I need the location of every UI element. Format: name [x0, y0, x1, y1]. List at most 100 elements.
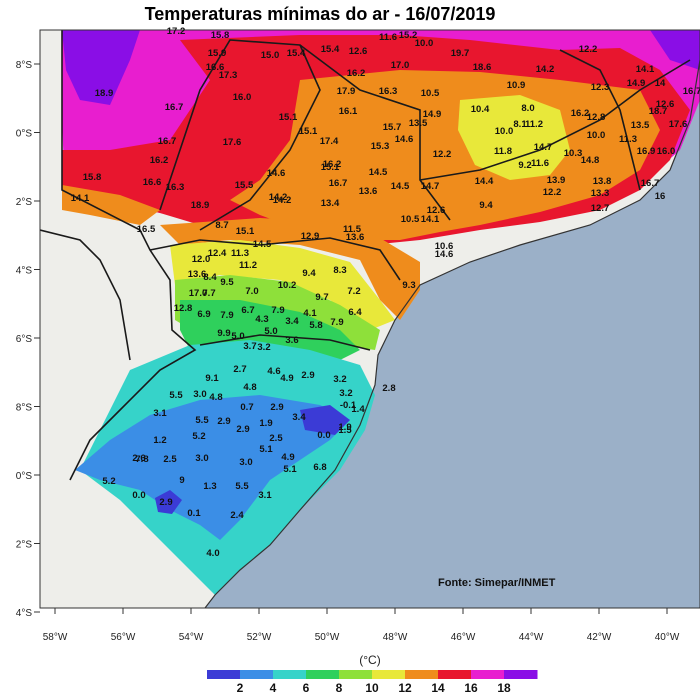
latitude-tick-label: 4°S [16, 608, 33, 619]
station-value: 17.9 [337, 86, 356, 97]
station-value: 16.3 [379, 86, 398, 97]
station-value: 14.8 [581, 155, 600, 166]
map-title: Temperaturas mínimas do ar - 16/07/2019 [144, 4, 496, 24]
station-value: 10.4 [471, 104, 490, 115]
station-value: 15.1 [279, 112, 298, 123]
longitude-tick-label: 48°W [383, 632, 408, 643]
station-value: 10.6 [435, 241, 454, 252]
station-value: 7.7 [202, 288, 215, 299]
station-value: 15.1 [321, 162, 340, 173]
station-value: 16.0 [233, 92, 252, 103]
station-value: 5.0 [264, 326, 277, 337]
station-value: 18.6 [473, 62, 492, 73]
station-value: 16 [655, 191, 666, 202]
station-value: 16.7 [641, 178, 660, 189]
latitude-tick-label: 2°S [16, 540, 33, 551]
station-value: 10.5 [401, 214, 420, 225]
band-violet [62, 30, 140, 105]
station-value: 9.9 [217, 328, 230, 339]
station-value: 16.7 [329, 178, 348, 189]
station-value: 8.7 [215, 220, 228, 231]
station-value: 14.7 [421, 181, 440, 192]
band-yellow-core [458, 95, 570, 180]
station-value: 17.6 [669, 119, 688, 130]
station-value: 14 [655, 78, 666, 89]
station-value: 9.5 [220, 277, 234, 288]
colorbar-tick-label: 10 [365, 681, 379, 695]
station-value: 15.1 [299, 126, 318, 137]
station-value: 3.1 [153, 408, 167, 419]
station-value: 14.4 [475, 176, 494, 187]
station-value: 4.3 [255, 314, 268, 325]
station-value: 5.2 [192, 431, 205, 442]
colorbar: 2 4 6 8 10 12 14 16 18 [207, 670, 538, 695]
station-value: 4.9 [281, 452, 294, 463]
station-value: 2.9 [236, 424, 249, 435]
station-value: 14.1 [71, 193, 90, 204]
longitude-tick-label: 56°W [111, 632, 136, 643]
colorbar-swatch [306, 670, 340, 679]
band-blue [75, 395, 350, 540]
station-value: 11.5 [343, 224, 362, 235]
station-value: 9.3 [402, 280, 415, 291]
station-value: 17.4 [320, 136, 339, 147]
station-value: 6.9 [197, 309, 210, 320]
station-value: 3.6 [285, 335, 298, 346]
colorbar-tick-label: 18 [497, 681, 511, 695]
station-value: 12.2 [543, 187, 562, 198]
station-value: 0.0 [317, 430, 330, 441]
station-value: 16.5 [137, 224, 156, 235]
latitude-tick-label: 4°S [16, 266, 33, 277]
station-value: 11.3 [231, 248, 249, 259]
station-value: 2.5 [269, 433, 283, 444]
station-value: 4.0 [206, 548, 219, 559]
station-value: 10.9 [507, 80, 526, 91]
station-value: 10.5 [421, 88, 440, 99]
station-value: 16.7 [165, 102, 184, 113]
longitude-tick-label: 50°W [315, 632, 340, 643]
station-value: 9 [179, 475, 184, 486]
source-label: Fonte: Simepar/INMET [438, 577, 556, 589]
colorbar-tick-label: 16 [464, 681, 478, 695]
station-value: 5.8 [309, 320, 322, 331]
station-value: 4.8 [209, 392, 222, 403]
latitude-tick-label: 8°S [16, 60, 33, 71]
station-value: 5.2 [102, 476, 115, 487]
station-value: 10.3 [564, 148, 583, 159]
colorbar-unit: (°C) [359, 653, 380, 667]
station-labels: 17.2 15.8 15.211.610.015.415.916.618.915.0… [0, 0, 700, 559]
temperature-bands [62, 30, 700, 595]
station-value: 13.5 [409, 118, 428, 129]
station-value: 2.5 [163, 454, 177, 465]
colorbar-tick-label: 4 [270, 681, 277, 695]
station-value: 16.1 [339, 106, 358, 117]
colorbar-tick-label: 12 [398, 681, 412, 695]
station-value: 3.4 [292, 412, 306, 423]
station-value: 15.8 [83, 172, 102, 183]
station-value: 17.0 [189, 288, 208, 299]
colorbar-swatch [273, 670, 307, 679]
station-value: 1.2 [153, 435, 166, 446]
station-value: 11.8 [494, 146, 512, 157]
station-value: 15.8 [211, 30, 230, 41]
station-value: 9.4 [302, 268, 316, 279]
station-value: 15.7 [383, 122, 402, 133]
station-value: 18.7 [649, 106, 668, 117]
station-value: 11.6 [379, 32, 397, 43]
longitude-tick-label: 44°W [519, 632, 544, 643]
station-value: 5.5 [195, 415, 209, 426]
station-value: 4.6 [267, 366, 280, 377]
station-value: 7.9 [220, 310, 233, 321]
station-value: 8.3 [333, 265, 346, 276]
station-value: 13.8 [593, 176, 612, 187]
station-value: 10.0 [587, 130, 606, 141]
latitude-tick-label: 8°S [16, 403, 33, 414]
colorbar-swatch [207, 670, 241, 679]
station-value: 16.6 [206, 62, 225, 73]
longitude-tick-label: 58°W [43, 632, 68, 643]
station-value: 1.5 [338, 425, 352, 436]
latitude-tick-label: 6°S [16, 334, 33, 345]
band-violet-ne [650, 30, 700, 70]
station-value: 2.8 [382, 383, 395, 394]
station-value: 4.7 [0, 0, 7, 3]
